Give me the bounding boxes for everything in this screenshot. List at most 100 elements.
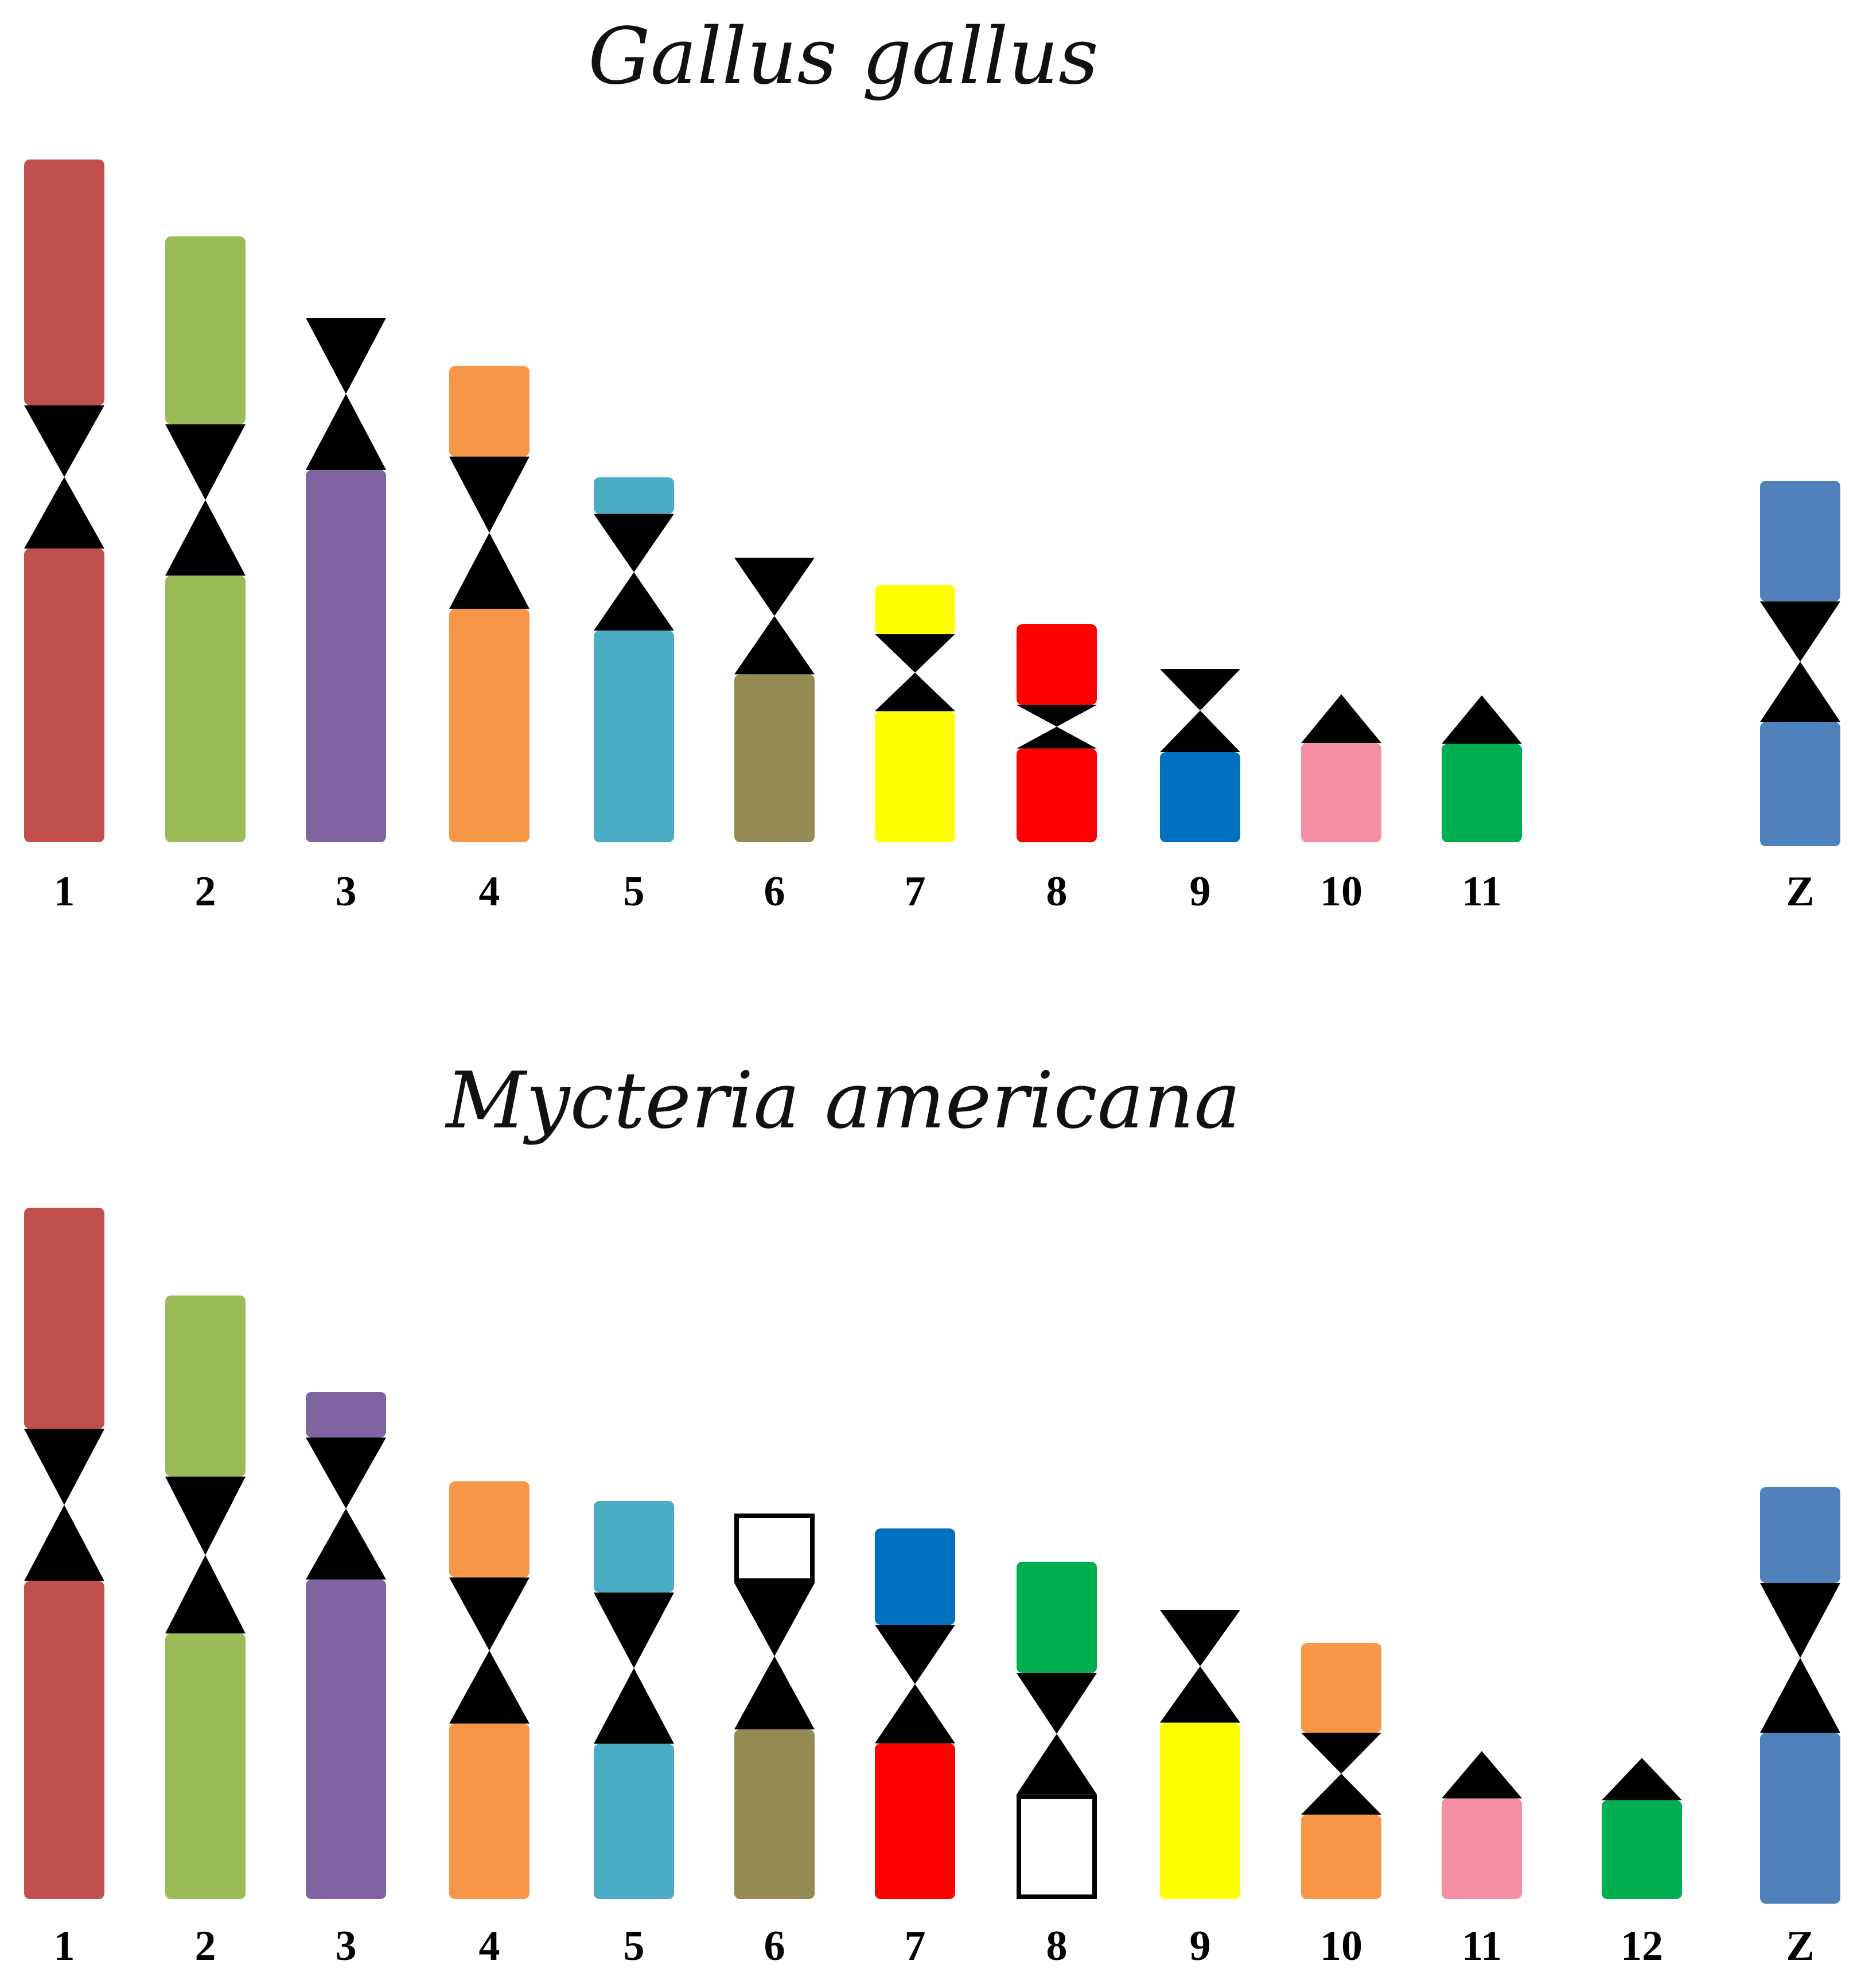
chromosome-arm <box>165 236 246 425</box>
chromosome-11: 11 <box>1442 1751 1522 1970</box>
chromosome-5: 5 <box>594 477 674 915</box>
panel-gallus: 1 2 3 4 5 6 7 8 9 10 11 Z <box>24 159 1840 915</box>
chromosome-arm <box>449 1481 530 1578</box>
chromosome-arm <box>1442 1798 1522 1899</box>
centromere-mark <box>1017 705 1097 749</box>
chromosome-arm <box>1017 1562 1097 1674</box>
centromere-mark <box>24 405 104 549</box>
chromosome-6: 6 <box>734 1514 815 1970</box>
chromosome-arm <box>165 1295 246 1477</box>
chromosome-arm <box>1301 1814 1381 1899</box>
chromosome-arm <box>875 711 955 842</box>
chromosome-arm <box>24 548 104 842</box>
chromosome-label: 9 <box>1190 1923 1211 1970</box>
telocentric-cap <box>1442 695 1522 744</box>
chromosome-8: 8 <box>1017 1562 1097 1970</box>
chromosome-arm <box>1760 722 1840 846</box>
chromosome-label: 8 <box>1046 868 1068 915</box>
chromosome-label: 10 <box>1320 868 1362 915</box>
centromere-mark <box>306 318 386 470</box>
telocentric-cap <box>1301 694 1381 744</box>
centromere-mark <box>1160 669 1240 752</box>
chromosome-arm-unmapped <box>734 1514 815 1583</box>
chromosome-arm <box>449 1724 530 1899</box>
chromosome-arm <box>1160 1722 1240 1899</box>
chromosome-label: 7 <box>905 1923 926 1970</box>
chromosome-2: 2 <box>165 1295 246 1970</box>
centromere-mark <box>594 1592 674 1744</box>
chromosome-arm <box>1301 1643 1381 1733</box>
chromosome-arm <box>1017 748 1097 842</box>
centromere-mark <box>594 513 674 631</box>
panel-title-gallus: Gallus gallus <box>588 11 1099 102</box>
chromosome-arm <box>734 674 815 842</box>
chromosome-arm <box>594 1744 674 1899</box>
chromosome-1: 1 <box>24 1208 104 1970</box>
chromosome-arm-unmapped <box>1017 1794 1097 1899</box>
chromosome-arm <box>1602 1800 1682 1899</box>
chromosome-arm <box>449 609 530 842</box>
chromosome-label: 6 <box>764 868 785 915</box>
chromosome-2: 2 <box>165 236 246 915</box>
centromere-mark <box>449 456 530 609</box>
chromosome-Z: Z <box>1760 481 1840 915</box>
chromosome-arm <box>306 1579 386 1899</box>
chromosome-label: 4 <box>479 1923 500 1970</box>
centromere-mark <box>24 1429 104 1581</box>
centromere-mark <box>1760 601 1840 722</box>
chromosome-arm <box>875 585 955 635</box>
centromere-mark <box>734 558 815 675</box>
chromosome-arm <box>875 1743 955 1899</box>
chromosome-label: 8 <box>1046 1923 1068 1970</box>
chromosome-label: 1 <box>54 868 75 915</box>
chromosome-arm <box>594 477 674 514</box>
chromosome-5: 5 <box>594 1501 674 1970</box>
chromosome-arm <box>1760 1487 1840 1583</box>
chromosome-label: 5 <box>624 1923 645 1970</box>
chromosome-label: 3 <box>336 1923 357 1970</box>
chromosome-arm <box>1017 624 1097 705</box>
chromosome-arm <box>734 1729 815 1899</box>
centromere-mark <box>734 1582 815 1730</box>
chromosome-arm <box>875 1528 955 1625</box>
chromosome-arm <box>1301 743 1381 842</box>
telocentric-cap <box>1602 1758 1682 1800</box>
chromosome-label: 1 <box>54 1923 75 1970</box>
chromosome-11: 11 <box>1442 695 1522 915</box>
centromere-mark <box>1017 1673 1097 1795</box>
centromere-mark <box>1301 1733 1381 1815</box>
chromosome-7: 7 <box>875 585 955 915</box>
chromosome-label: Z <box>1786 868 1814 915</box>
chromosome-6: 6 <box>734 558 815 915</box>
chromosome-10: 10 <box>1301 1643 1381 1970</box>
centromere-mark <box>165 1476 246 1634</box>
chromosome-label: 9 <box>1190 868 1211 915</box>
chromosome-10: 10 <box>1301 694 1381 915</box>
telocentric-cap <box>1442 1751 1522 1799</box>
chromosome-12: 12 <box>1602 1758 1682 1970</box>
chromosome-label: 3 <box>336 868 357 915</box>
panel-mycteria: 1 2 3 4 5 6 7 8 9 10 11 12 Z <box>24 1208 1840 1970</box>
chromosome-arm <box>594 1501 674 1593</box>
centromere-mark <box>449 1577 530 1724</box>
chromosome-arm <box>1760 1733 1840 1904</box>
chromosome-label: 7 <box>905 868 926 915</box>
chromosome-9: 9 <box>1160 1610 1240 1970</box>
chromosome-label: 5 <box>624 868 645 915</box>
chromosome-arm <box>594 631 674 842</box>
chromosome-arm <box>165 1633 246 1899</box>
chromosome-arm <box>1760 481 1840 602</box>
centromere-mark <box>165 424 246 576</box>
chromosome-arm <box>24 1581 104 1899</box>
centromere-mark <box>875 1624 955 1744</box>
chromosome-Z: Z <box>1760 1487 1840 1970</box>
centromere-mark <box>1160 1610 1240 1723</box>
chromosome-3: 3 <box>306 1392 386 1970</box>
centromere-mark <box>875 634 955 711</box>
panel-title-mycteria: Mycteria americana <box>446 1056 1241 1146</box>
chromosome-arm <box>306 470 386 842</box>
chromosome-4: 4 <box>449 1481 530 1970</box>
chromosome-arm <box>24 1208 104 1429</box>
